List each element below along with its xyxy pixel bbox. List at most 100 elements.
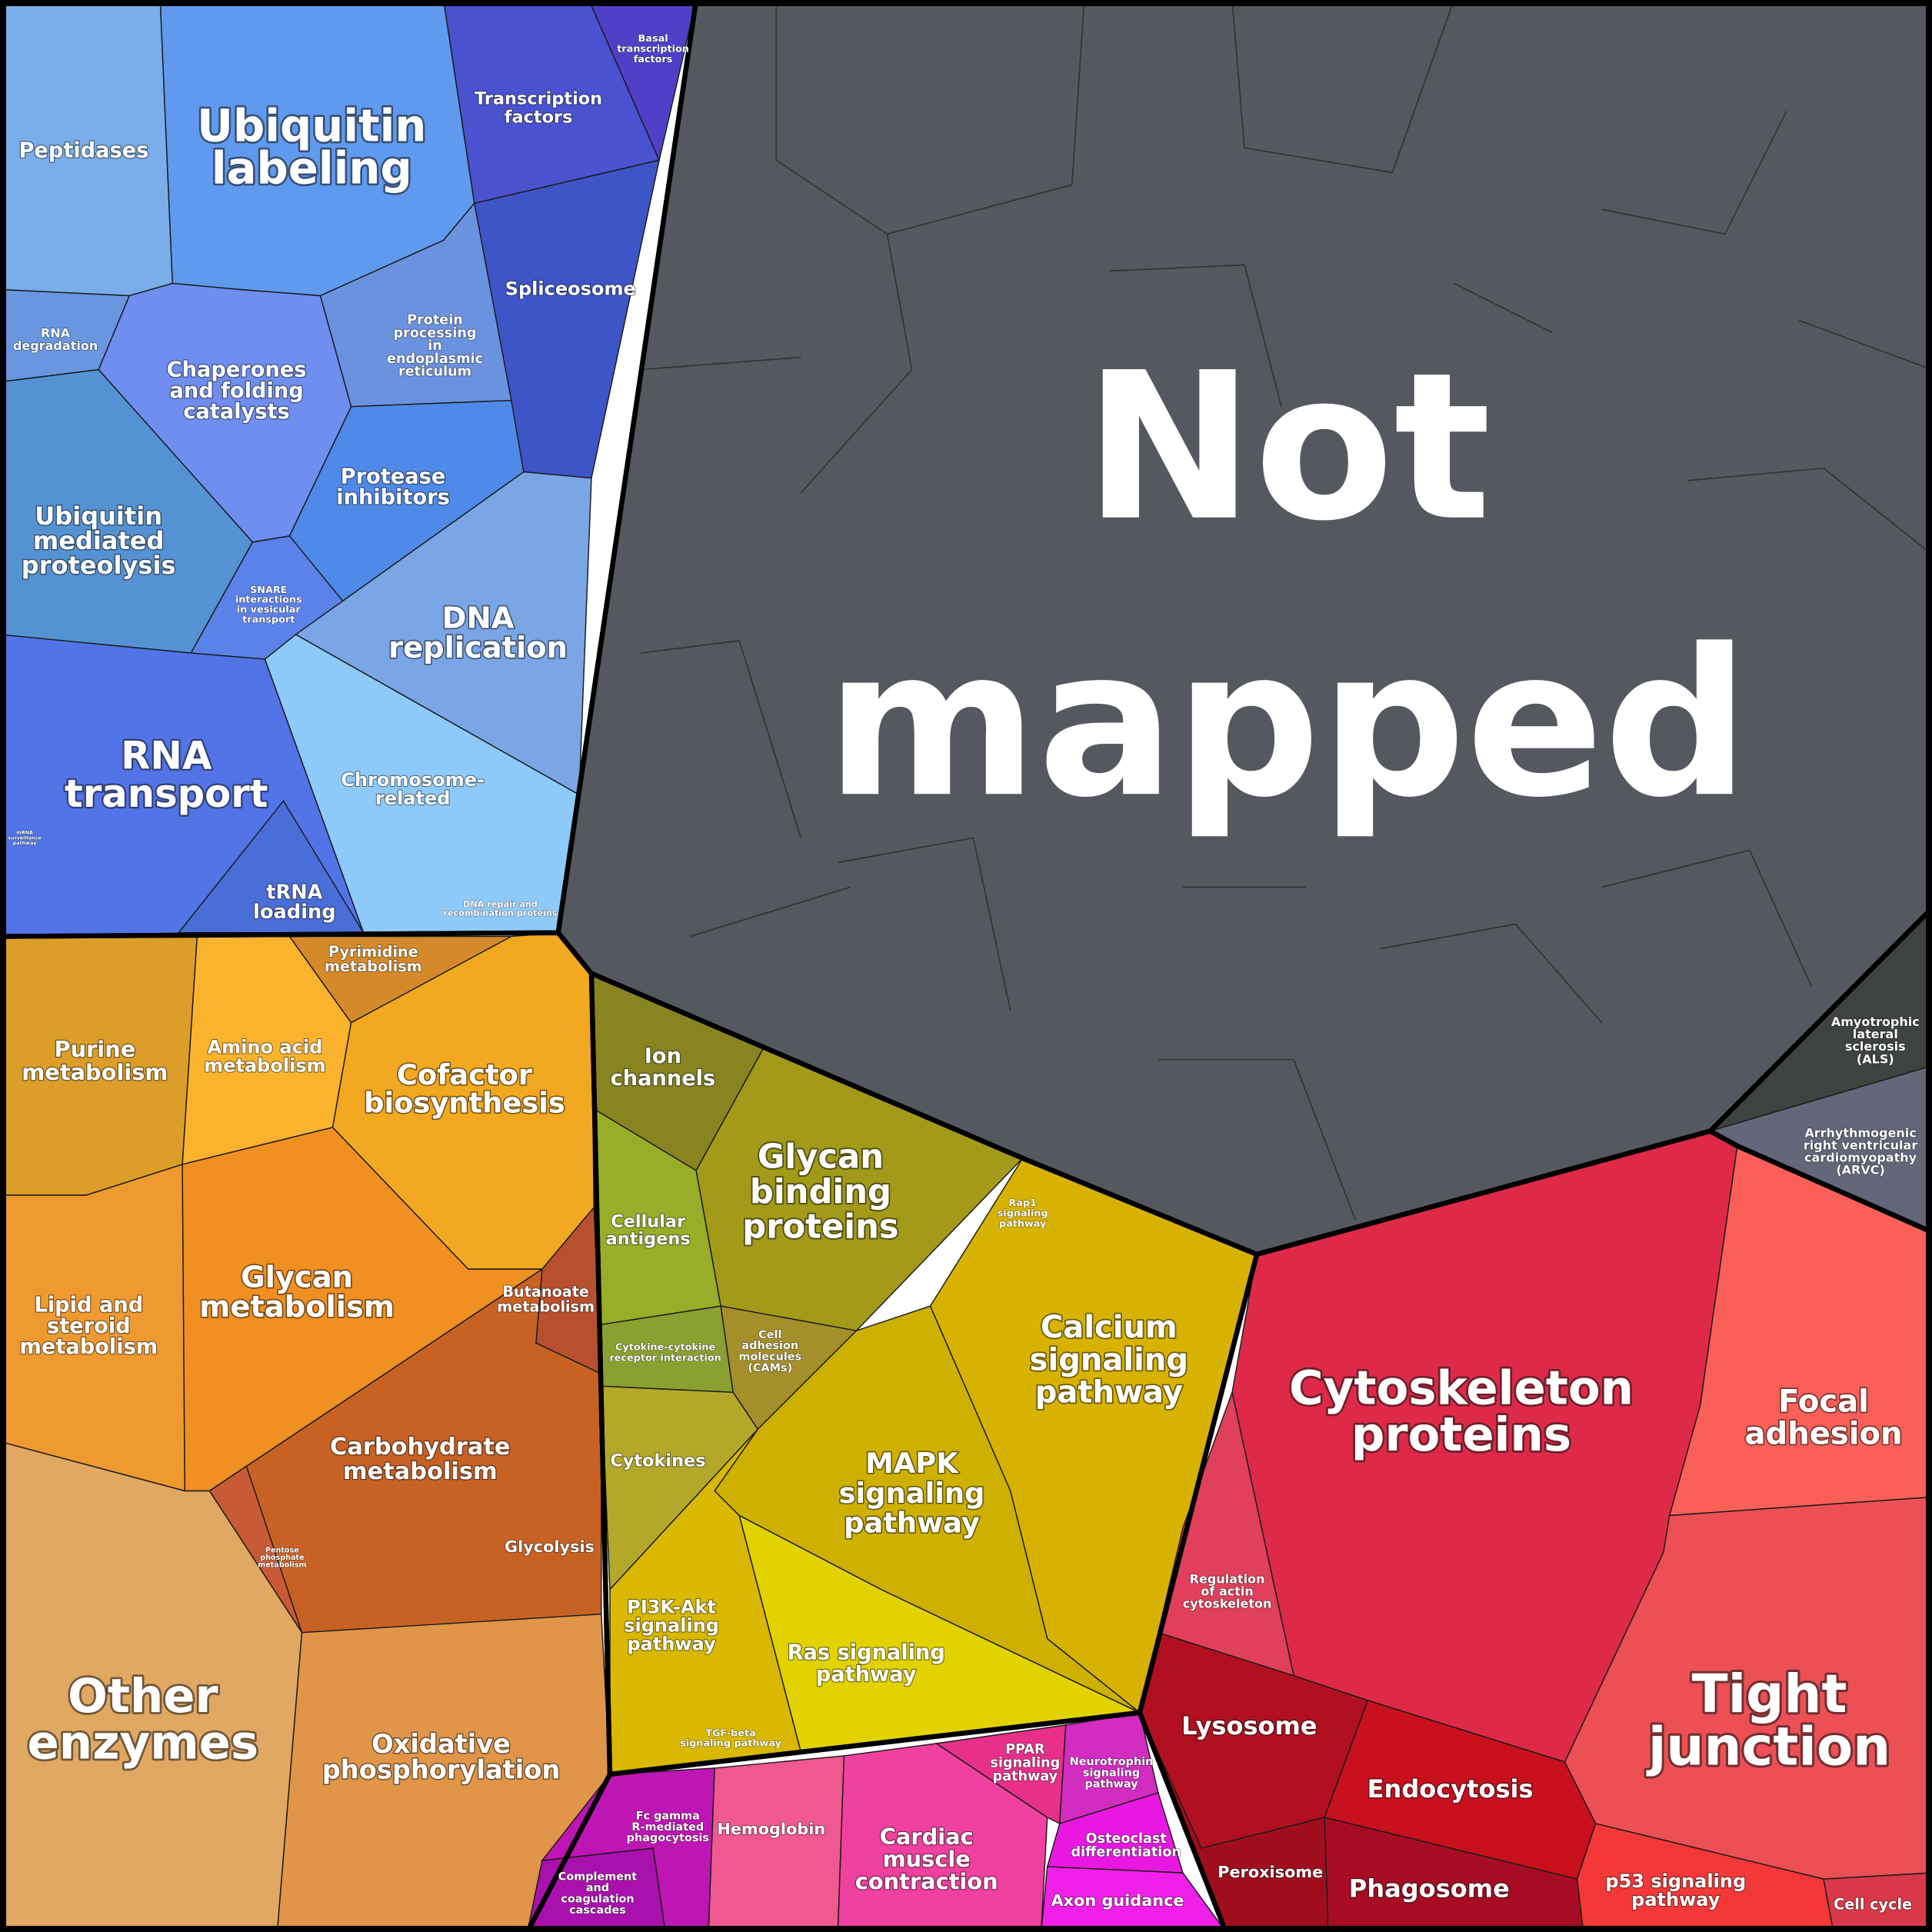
label-line: factors	[505, 107, 573, 127]
cell-edge	[1724, 110, 1787, 235]
label-line: proteins	[742, 1208, 898, 1246]
label-line: junction	[1646, 1717, 1890, 1778]
label-line: RNA	[121, 734, 212, 778]
label-line: (CAMs)	[748, 1362, 792, 1374]
label-line: Fc gamma	[636, 1810, 700, 1822]
cell-edge	[1231, 0, 1245, 148]
cell	[588, 0, 697, 162]
label-line: receptor interaction	[609, 1353, 721, 1364]
label-line: coagulation	[561, 1894, 634, 1906]
label-line: differentiation	[1071, 1845, 1181, 1860]
label-line: Lipid and	[35, 1294, 144, 1317]
label-line: signaling	[1083, 1767, 1140, 1779]
label-line: Chaperones	[167, 358, 307, 382]
label-line: reticulum	[398, 365, 471, 380]
label-line: muscle	[883, 1846, 971, 1872]
cell-edge	[1514, 924, 1603, 1024]
label-line: Calcium	[1041, 1310, 1178, 1345]
label-line: and folding	[169, 379, 303, 403]
group-outline	[555, 0, 1932, 1257]
label-line: signaling	[998, 1208, 1048, 1220]
label-line: cascades	[569, 1904, 626, 1917]
label-line: sclerosis	[1845, 1039, 1906, 1054]
cell	[319, 202, 512, 408]
cell-label: Cell cycle	[1833, 1894, 1913, 1914]
label-line: TGF-beta	[705, 1728, 755, 1740]
label-line: metabolism	[325, 958, 422, 975]
cell-edge	[775, 159, 888, 235]
label-line: Endocytosis	[1367, 1774, 1534, 1804]
cell-label: Axon guidance	[1051, 1890, 1185, 1910]
cell	[1041, 1866, 1227, 1932]
label-line: in vesicular	[237, 605, 301, 616]
cell-edge	[1108, 264, 1245, 272]
label-line: Glycan	[758, 1138, 884, 1176]
label-line: related	[375, 788, 451, 809]
label-line: pathway	[1631, 1889, 1720, 1910]
label-line: phagocytosis	[627, 1832, 709, 1844]
label-line: loading	[253, 901, 335, 924]
label-line: Protease	[341, 465, 446, 488]
label-line: pathway	[1084, 1778, 1138, 1790]
cell-edge	[1380, 923, 1516, 950]
label-line: phosphate	[260, 1554, 305, 1562]
label-line: Pyrimidine	[328, 943, 418, 961]
label-line: pathway	[13, 840, 38, 846]
cell-edge	[1244, 265, 1282, 407]
cell-label: Cytokines	[609, 1451, 706, 1472]
label-line: interactions	[235, 595, 302, 606]
label-line: Ubiquitin	[197, 100, 426, 152]
cell-label: Peptidases	[18, 138, 149, 163]
label-line: Lysosome	[1181, 1711, 1317, 1740]
label-line: Cofactor	[397, 1058, 533, 1091]
cell-edge	[1798, 319, 1932, 371]
cell-edge	[887, 184, 1072, 235]
label-line: and	[586, 1882, 609, 1894]
label-line: Peroxisome	[1217, 1863, 1323, 1881]
label-line: Phagosome	[1349, 1874, 1510, 1904]
cell-edge	[1823, 468, 1932, 555]
label-line: lateral	[1853, 1027, 1898, 1041]
label-line: in	[428, 338, 442, 354]
cell-label: Lysosome	[1181, 1710, 1318, 1742]
cell-label: Glycolysis	[504, 1537, 595, 1557]
label-line: recombination proteins	[443, 908, 557, 918]
cell-edge	[640, 356, 801, 371]
label-line: Tight	[1692, 1664, 1847, 1725]
cell-edge	[1391, 0, 1455, 173]
label-line: Cytokine-cytokine	[615, 1341, 715, 1353]
label-line: Oxidative	[371, 1729, 511, 1759]
cell-edge	[640, 640, 740, 654]
label-line: pathway	[1035, 1374, 1183, 1410]
cell-label: Hemoglobin	[717, 1819, 827, 1839]
label-line: Butanoate	[502, 1283, 589, 1301]
label-line: PI3K-Akt	[627, 1597, 716, 1618]
label-line: R-mediated	[631, 1821, 704, 1834]
cell-label: Chromosome-related	[340, 768, 485, 810]
cell	[1576, 1823, 1834, 1932]
label-line: tRNA	[266, 881, 322, 904]
label-line: adhesion	[1745, 1417, 1903, 1452]
